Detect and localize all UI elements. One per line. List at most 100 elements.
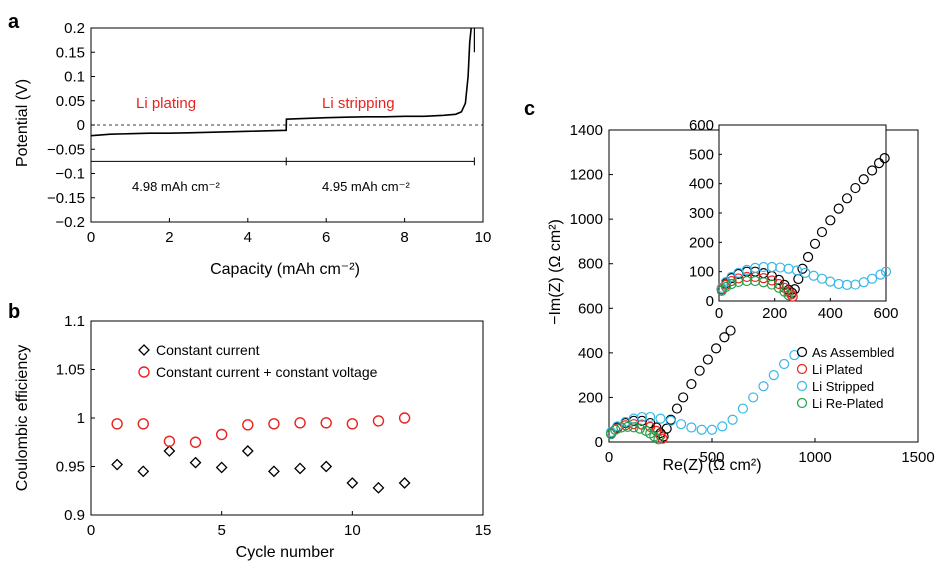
annotation-plating-capacity: 4.98 mAh cm⁻² xyxy=(132,179,220,194)
constant-current-constant-voltage-point xyxy=(320,417,332,429)
as-assembled-point xyxy=(678,392,689,403)
panel-a-potential-curve xyxy=(90,27,472,137)
as-assembled-point xyxy=(725,325,736,336)
panel-a-y-tick-label: 0 xyxy=(77,117,85,134)
inset-x-tick-label: 600 xyxy=(873,305,898,322)
inset-li-stripped-point xyxy=(758,261,769,273)
panel-a-y-tick-label: 0.2 xyxy=(64,20,85,37)
panel-c-legend: As Assembled Li Plated Li Stripped Li Re… xyxy=(796,345,894,411)
inset-li-re-plated-point xyxy=(766,279,777,290)
li-stripped-point xyxy=(778,358,790,370)
legend-marker-constant-current xyxy=(138,344,150,356)
panel-c-y-tick-label: 1000 xyxy=(570,211,603,228)
panel-a-x-tick-label: 4 xyxy=(244,229,252,246)
legend-marker-li-stripped xyxy=(796,380,808,392)
li-stripped-point xyxy=(675,419,687,430)
constant-current-constant-voltage-point xyxy=(268,418,280,430)
constant-current-point xyxy=(346,477,359,489)
inset-li-stripped-point xyxy=(880,266,892,277)
inset-as-assembled-point xyxy=(866,165,878,176)
panel-c-y-tick-label: 600 xyxy=(578,300,603,317)
legend-label-constant-current: Constant current xyxy=(156,342,260,358)
annotation-li-stripping: Li stripping xyxy=(322,95,395,112)
constant-current-constant-voltage-point xyxy=(189,436,202,448)
inset-li-stripped-point xyxy=(875,269,886,280)
inset-x-tick-label: 200 xyxy=(762,305,787,322)
inset-y-tick-label: 500 xyxy=(689,146,714,163)
panel-letter-a: a xyxy=(8,11,20,33)
panel-c-y-axis-label: −Im(Z) (Ω cm²) xyxy=(547,219,564,325)
annotation-stripping-capacity: 4.95 mAh cm⁻² xyxy=(322,179,410,194)
panel-a-y-tick-label: −0.05 xyxy=(47,141,85,158)
constant-current-point xyxy=(241,445,254,457)
legend-label-li-plated: Li Plated xyxy=(812,362,863,377)
inset-y-tick-label: 100 xyxy=(689,264,714,281)
li-stripped-point xyxy=(655,413,666,424)
constant-current-constant-voltage-point xyxy=(398,412,411,424)
legend-symbol-diamond xyxy=(138,344,150,356)
li-re-plated-point xyxy=(634,423,646,434)
panel-b-y-tick-label: 0.95 xyxy=(56,459,85,476)
inset-y-tick-label: 0 xyxy=(706,293,714,310)
constant-current-constant-voltage-point xyxy=(137,418,149,430)
inset-x-tick-label: 400 xyxy=(818,305,843,322)
inset-as-assembled-point xyxy=(879,153,890,164)
li-stripped-point xyxy=(645,411,656,423)
inset-as-assembled-point xyxy=(833,203,844,214)
legend-label-constant-current-constant-voltage: Constant current + constant voltage xyxy=(156,364,378,380)
panel-a-axes xyxy=(90,27,484,223)
panel-b-y-tick-label: 0.9 xyxy=(64,507,85,524)
series-as-assembled xyxy=(605,325,736,442)
legend-symbol-as-assembled xyxy=(796,346,808,358)
panel-c-x-tick-label: 1500 xyxy=(901,449,934,466)
panel-a-y-tick-label: −0.15 xyxy=(47,190,85,207)
panel-a-x-tick-label: 2 xyxy=(165,229,173,246)
legend-label-as-assembled: As Assembled xyxy=(812,345,894,360)
panel-c-x-axis-label: Re(Z) (Ω cm²) xyxy=(662,457,761,474)
li-re-plated-point xyxy=(622,421,633,432)
li-stripped-point xyxy=(628,413,639,424)
li-re-plated-point xyxy=(653,434,664,445)
legend-label-li-stripped: Li Stripped xyxy=(812,379,874,394)
panel-letter-c: c xyxy=(524,98,535,120)
series-li-re-plated xyxy=(605,421,664,445)
legend-symbol-circle xyxy=(138,366,150,378)
li-stripped-point xyxy=(737,403,749,414)
panel-b-x-tick-label: 10 xyxy=(344,522,361,539)
inset-as-assembled-point xyxy=(850,182,861,194)
legend-label-li-re-plated: Li Re-Plated xyxy=(812,396,884,411)
as-assembled-point xyxy=(686,378,697,390)
panel-a-series xyxy=(90,27,475,166)
panel-c-x-tick-label: 500 xyxy=(699,449,724,466)
constant-current-point xyxy=(215,461,228,474)
panel-c-y-tick-label: 400 xyxy=(578,345,603,362)
panel-c-x-tick-label: 1000 xyxy=(798,449,831,466)
panel-c-y-tick-label: 1400 xyxy=(570,122,603,139)
panel-c-x-tick-label: 0 xyxy=(605,449,613,466)
panel-b-series xyxy=(111,412,411,494)
panel-a-x-tick-label: 0 xyxy=(87,229,95,246)
panel-a-y-tick-label: 0.05 xyxy=(56,93,85,110)
panel-a-y-tick-label: −0.2 xyxy=(55,214,85,231)
constant-current-point xyxy=(372,481,385,494)
li-stripped-point xyxy=(727,414,738,425)
inset-y-tick-label: 600 xyxy=(689,117,714,134)
inset-y-tick-label: 200 xyxy=(689,234,714,251)
li-stripped-point xyxy=(748,392,759,403)
li-re-plated-point xyxy=(628,422,639,433)
constant-current-constant-voltage-point xyxy=(294,417,306,429)
constant-current-constant-voltage-point xyxy=(242,419,254,431)
constant-current-constant-voltage-point xyxy=(215,428,228,441)
legend-marker-li-re-plated xyxy=(796,397,808,409)
panel-b-x-tick-label: 15 xyxy=(475,522,492,539)
panel-a-annotations: Li plating Li stripping 4.98 mAh cm⁻² 4.… xyxy=(132,95,410,194)
constant-current-point xyxy=(111,458,124,471)
inset-li-stripped-point xyxy=(858,277,869,288)
constant-current-constant-voltage-point xyxy=(163,435,176,447)
constant-current-point xyxy=(294,462,306,475)
panel-b-y-tick-label: 1.1 xyxy=(64,313,85,330)
constant-current-constant-voltage-point xyxy=(346,418,359,430)
